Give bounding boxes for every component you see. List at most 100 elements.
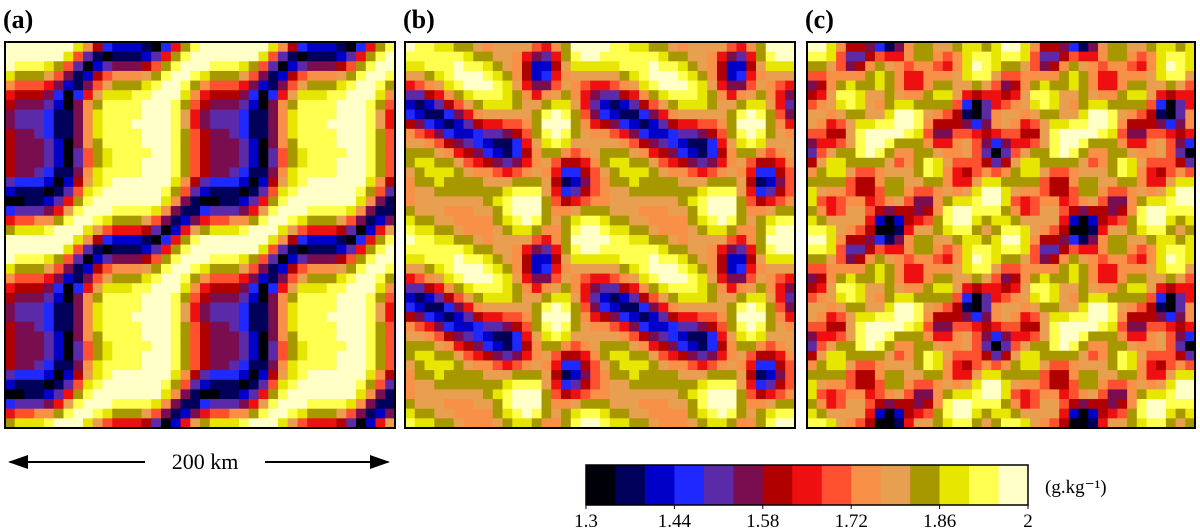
field-cell (83, 302, 94, 313)
field-cell (53, 312, 64, 323)
field-cell (687, 148, 698, 159)
field-cell (1039, 186, 1050, 197)
field-cell (170, 254, 181, 265)
field-cell (648, 99, 659, 111)
field-cell (424, 312, 435, 323)
field-cell (83, 379, 94, 390)
field-cell (933, 283, 944, 294)
field-cell (736, 235, 747, 246)
field-cell (424, 263, 435, 275)
field-cell (1059, 119, 1070, 130)
field-cell (346, 70, 357, 82)
field-cell (248, 157, 259, 168)
field-cell (444, 225, 455, 236)
field-cell (845, 408, 856, 419)
field-cell (561, 148, 572, 159)
field-cell (239, 90, 250, 101)
field-cell (317, 167, 328, 178)
field-cell (1156, 99, 1167, 111)
field-cell (904, 360, 915, 371)
field-cell (1107, 99, 1118, 111)
field-cell (1117, 177, 1128, 188)
field-cell (648, 254, 659, 265)
field-cell (258, 283, 269, 294)
field-cell (894, 225, 905, 236)
field-cell (219, 263, 230, 275)
field-cell (855, 109, 866, 120)
field-cell (24, 51, 35, 62)
field-cell (44, 254, 55, 265)
field-cell (913, 312, 924, 323)
field-cell (414, 360, 425, 371)
field-cell (492, 138, 503, 149)
field-cell (5, 263, 16, 275)
field-cell (161, 350, 172, 361)
field-cell (1127, 119, 1138, 130)
field-cell (161, 273, 172, 284)
field-cell (600, 90, 611, 101)
field-cell (1165, 138, 1177, 149)
field-cell (697, 148, 708, 159)
field-cell (600, 80, 611, 91)
field-cell (297, 186, 308, 197)
field-cell (619, 128, 630, 139)
field-cell (131, 254, 142, 265)
field-cell (962, 418, 973, 429)
field-cell (219, 128, 230, 139)
field-cell (923, 370, 934, 381)
field-cell (336, 177, 347, 188)
field-cell (53, 196, 64, 207)
field-cell (414, 128, 425, 139)
field-cell (816, 80, 827, 91)
field-cell (1165, 418, 1177, 429)
field-cell (1146, 157, 1157, 168)
field-cell (865, 90, 876, 101)
field-cell (991, 360, 1002, 371)
field-cell (258, 51, 269, 62)
field-cell (785, 99, 796, 111)
field-cell (326, 167, 337, 178)
field-cell (1078, 99, 1089, 111)
field-cell (219, 206, 230, 217)
field-cell (942, 119, 953, 130)
field-cell (551, 341, 562, 352)
field-cell (297, 350, 308, 361)
field-cell (894, 379, 905, 390)
field-cell (836, 379, 847, 390)
field-cell (668, 225, 679, 236)
field-cell (1136, 128, 1147, 139)
field-cell (1098, 80, 1109, 91)
field-cell (229, 109, 240, 120)
field-cell (34, 99, 45, 111)
field-cell (971, 109, 983, 120)
field-cell (512, 42, 523, 53)
field-cell (278, 370, 289, 381)
field-cell (375, 51, 386, 62)
field-cell (297, 138, 308, 149)
field-cell (141, 157, 152, 168)
field-cell (726, 61, 737, 72)
field-cell (629, 321, 640, 332)
field-cell (200, 321, 211, 332)
field-cell (894, 186, 905, 197)
field-cell (1059, 235, 1070, 246)
field-cell (112, 99, 123, 111)
field-cell (1175, 254, 1186, 265)
field-cell (239, 389, 250, 400)
field-cell (434, 312, 445, 323)
field-cell (180, 312, 191, 323)
field-cell (1039, 263, 1050, 275)
field-cell (1059, 418, 1070, 429)
field-cell (180, 90, 191, 101)
field-cell (512, 341, 523, 352)
field-cell (707, 254, 718, 265)
field-cell (678, 148, 689, 159)
field-cell (678, 254, 689, 265)
field-cell (894, 119, 905, 130)
field-cell (1078, 206, 1089, 217)
field-cell (24, 138, 35, 149)
field-cell (826, 119, 837, 130)
field-cell (1088, 206, 1099, 217)
field-cell (229, 138, 240, 149)
field-cell (287, 119, 298, 130)
